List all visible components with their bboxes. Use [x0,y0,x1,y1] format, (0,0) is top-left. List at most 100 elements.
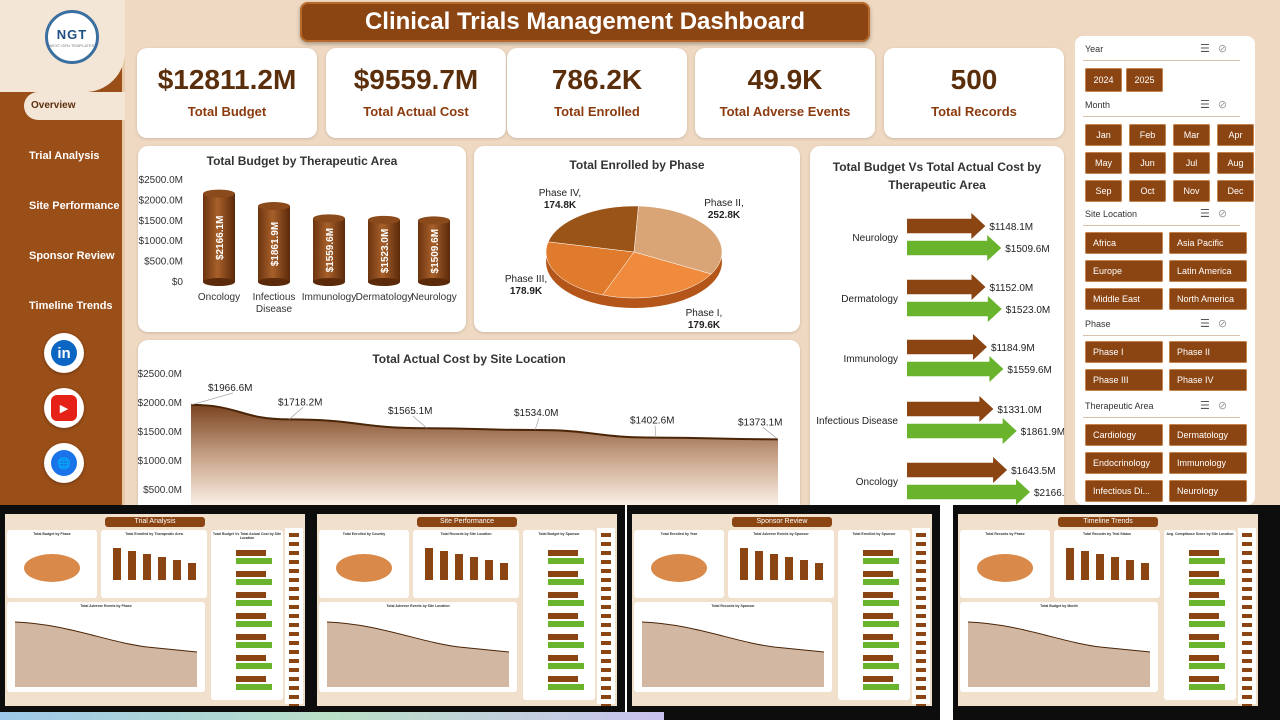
slicer-chip-phase-iv[interactable]: Phase IV [1169,369,1247,391]
slicer-chip-neurology[interactable]: Neurology [1169,480,1247,502]
thumbnail-sponsor-review[interactable]: Sponsor Review Total Enrolled by Year Tota… [627,505,940,720]
thumbnail-chip [601,659,611,663]
slicer-chip-phase-i[interactable]: Phase I [1085,341,1163,363]
thumbnail-mini-chart [236,550,272,690]
slicer-chip-feb[interactable]: Feb [1129,124,1166,146]
slicer-chip-jan[interactable]: Jan [1085,124,1122,146]
y-tick-label: $2000.0M [138,398,182,409]
slicer-chip-dermatology[interactable]: Dermatology [1169,424,1247,446]
budget-arrow [907,418,1017,444]
thumbnail-mini-chart [326,621,510,687]
thumbnail-card-title: Total Budget by Sponsor [538,532,580,536]
nav-item-trial-analysis[interactable]: Trial Analysis [29,150,100,162]
thumbnail-chip [1242,596,1252,600]
sidebar: NGT NEXT GEN TEMPLATES Overview Trial An… [0,0,125,505]
multi-select-icon[interactable]: ☰ [1200,400,1210,412]
web-icon[interactable]: 🌐 [44,443,84,483]
slicer-divider [1083,225,1240,226]
slicer-actions: ☰ ⊘ [1200,399,1227,412]
thumbnail-chip [601,569,611,573]
nav-item-overview[interactable]: Overview [24,92,125,120]
kpi-value: $12811.2M [157,64,297,95]
slicer-chip-infectious-di-[interactable]: Infectious Di... [1085,480,1163,502]
thumbnail-mini-chart [967,621,1151,687]
bar [258,206,290,282]
bar-top [258,202,290,211]
linkedin-icon[interactable]: in [44,333,84,373]
multi-select-icon[interactable]: ☰ [1200,43,1210,55]
thumbnail-chip [289,596,299,600]
slicer-chip-phase-iii[interactable]: Phase III [1085,369,1163,391]
thumbnail-card-title: Total Budget by Month [1040,604,1078,608]
thumbnail-chip [1242,641,1252,645]
slicer-actions: ☰ ⊘ [1200,98,1227,111]
thumbnail-chip [916,560,926,564]
thumbnail-chip [289,614,299,618]
thumbnail-chip [916,605,926,609]
category-label: Neurology [852,233,898,244]
slicer-chip-phase-ii[interactable]: Phase II [1169,341,1247,363]
thumbnail-trial-analysis[interactable]: Trial Analysis Total Budget by Phase Total… [0,505,313,720]
slicer-chip-may[interactable]: May [1085,152,1122,174]
logo-text: NGT [56,26,88,42]
slicer-chip-mar[interactable]: Mar [1173,124,1210,146]
actual-cost-label: $1184.9M [991,343,1035,354]
thumbnail-slicer [597,528,615,706]
slicer-chip-jul[interactable]: Jul [1173,152,1210,174]
slicer-chip-africa[interactable]: Africa [1085,232,1163,254]
slicer-chip-middle-east[interactable]: Middle East [1085,288,1163,310]
clear-filter-icon[interactable]: ⊘ [1217,400,1228,412]
slicer-chip-dec[interactable]: Dec [1217,180,1254,202]
slicer-chip-oct[interactable]: Oct [1129,180,1166,202]
slicer-chip-north-america[interactable]: North America [1169,288,1247,310]
nav-item-sponsor-review[interactable]: Sponsor Review [29,250,115,262]
actual-cost-label: $1643.5M [1011,466,1055,477]
slicer-chip-apr[interactable]: Apr [1217,124,1254,146]
slicer-chip-sep[interactable]: Sep [1085,180,1122,202]
slicer-title: Phase [1085,319,1111,329]
thumbnail-chip [1242,686,1252,690]
thumbnail-card-title: Total Records by Sponsor [711,604,755,608]
nav-item-site-performance[interactable]: Site Performance [29,200,120,212]
actual-cost-arrow [907,457,1008,483]
clear-filter-icon[interactable]: ⊘ [1217,99,1228,111]
slicer-chip-cardiology[interactable]: Cardiology [1085,424,1163,446]
thumbnail-card: Total Enrolled by Therapeutic Area [101,530,207,598]
thumbnail-chip [1242,551,1252,555]
clear-filter-icon[interactable]: ⊘ [1217,208,1228,220]
multi-select-icon[interactable]: ☰ [1200,208,1210,220]
slicer-chip-nov[interactable]: Nov [1173,180,1210,202]
thumbnail-card: Total Records by Sponsor [634,602,832,692]
youtube-icon[interactable]: ▶ [44,388,84,428]
multi-select-icon[interactable]: ☰ [1200,99,1210,111]
multi-select-icon[interactable]: ☰ [1200,318,1210,330]
slicer-chip-latin-america[interactable]: Latin America [1169,260,1247,282]
slicer-actions: ☰ ⊘ [1200,207,1227,220]
slicer-chip-jun[interactable]: Jun [1129,152,1166,174]
slicer-chip-asia-pacific[interactable]: Asia Pacific [1169,232,1247,254]
bar-top [418,216,450,225]
kpi-label: Total Budget [187,104,267,119]
nav-item-timeline-trends[interactable]: Timeline Trends [29,300,113,312]
slicer-chip-europe[interactable]: Europe [1085,260,1163,282]
y-tick-label: $2500.0M [139,175,183,186]
slicer-chip-aug[interactable]: Aug [1217,152,1254,174]
clear-filter-icon[interactable]: ⊘ [1217,43,1228,55]
slicer-chip-2025[interactable]: 2025 [1126,68,1163,92]
slicer-chip-endocrinology[interactable]: Endocrinology [1085,452,1163,474]
thumbnail-chip [289,587,299,591]
thumbnail-timeline-trends[interactable]: Timeline Trends Total Records by Phase Tot… [953,505,1280,720]
pie-slice [633,205,723,275]
clear-filter-icon[interactable]: ⊘ [1217,318,1228,330]
thumbnail-card-title: Total Enrolled by Country [342,532,386,536]
thumbnail-site-performance[interactable]: Site Performance Total Enrolled by Countr… [312,505,625,720]
bar-top [313,214,345,223]
budget-arrow [907,235,1002,261]
actual-cost-label: $1148.1M [989,222,1033,233]
thumbnail-chip [916,596,926,600]
logo: NGT NEXT GEN TEMPLATES [45,10,99,64]
thumbnail-chip [601,641,611,645]
thumbnail-chip [1242,614,1252,618]
slicer-chip-2024[interactable]: 2024 [1085,68,1122,92]
slicer-chip-immunology[interactable]: Immunology [1169,452,1247,474]
